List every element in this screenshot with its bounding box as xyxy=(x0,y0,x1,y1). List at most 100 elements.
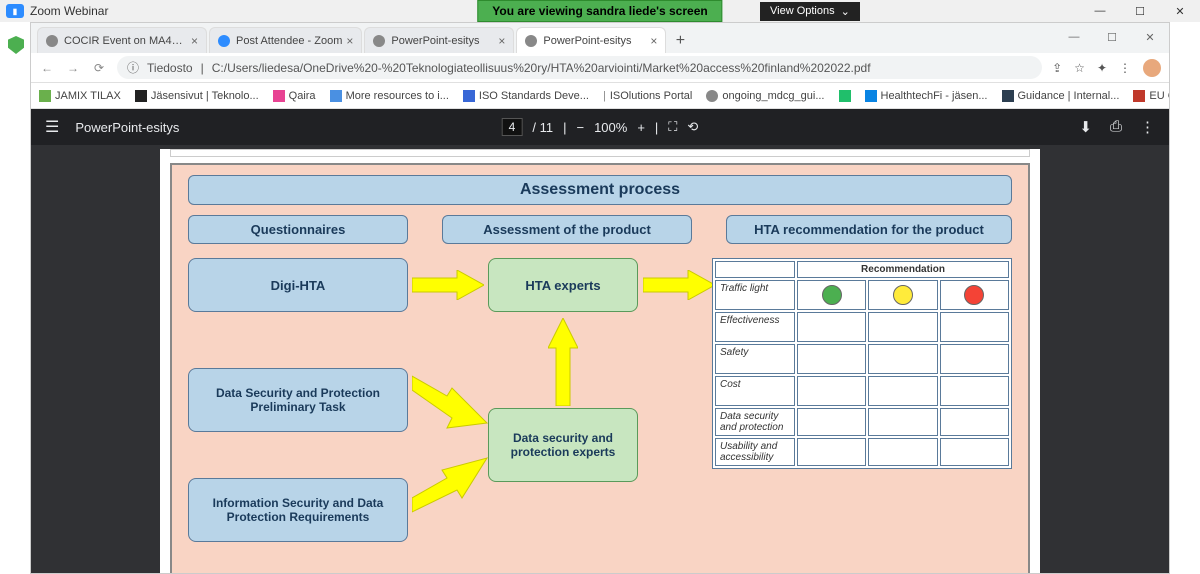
favicon-icon xyxy=(46,35,58,47)
table-row-header: Traffic light xyxy=(715,280,795,310)
table-row-header: Data security and protection xyxy=(715,408,795,436)
menu-icon[interactable]: ⋮ xyxy=(1119,61,1131,75)
address-prefix: Tiedosto xyxy=(147,61,193,75)
tab-row: COCIR Event on MA4DHSs_Scrip × Post Atte… xyxy=(31,23,1169,53)
column-header: Assessment of the product xyxy=(442,215,692,244)
close-button[interactable]: ✕ xyxy=(1160,0,1200,22)
bookmark-item[interactable]: JAMIX TILAX xyxy=(39,90,121,102)
star-icon[interactable]: ☆ xyxy=(1074,61,1085,75)
zoom-title-bar: ▮ Zoom Webinar You are viewing sandra li… xyxy=(0,0,1200,22)
favicon-icon xyxy=(218,35,230,47)
tab-title: COCIR Event on MA4DHSs_Scrip xyxy=(64,35,187,47)
zoom-in-button[interactable]: + xyxy=(637,120,645,135)
traffic-light-cell xyxy=(940,280,1009,310)
box-digi-hta: Digi-HTA xyxy=(188,258,408,312)
column-header: HTA recommendation for the product xyxy=(726,215,1012,244)
browser-tab[interactable]: COCIR Event on MA4DHSs_Scrip × xyxy=(37,27,207,53)
table-row-header: Effectiveness xyxy=(715,312,795,342)
pdf-viewport[interactable]: Assessment process Questionnaires Assess… xyxy=(31,145,1169,573)
tab-close-icon[interactable]: × xyxy=(650,34,657,48)
more-icon[interactable]: ⋮ xyxy=(1140,118,1155,136)
page-input[interactable]: 4 xyxy=(502,118,523,136)
traffic-light-cell xyxy=(868,280,937,310)
table-header: Recommendation xyxy=(797,261,1009,278)
share-icon[interactable]: ⇪ xyxy=(1052,61,1062,75)
bookmark-item[interactable]: ongoing_mdcg_gui... xyxy=(706,90,824,102)
bookmarks-bar: JAMIX TILAX Jäsensivut | Teknolo... Qair… xyxy=(31,83,1169,109)
avatar[interactable] xyxy=(1143,59,1161,77)
bookmark-item[interactable]: |ISOlutions Portal xyxy=(603,90,692,102)
box-info-sec: Information Security and Data Protection… xyxy=(188,478,408,542)
browser-tab-active[interactable]: PowerPoint-esitys × xyxy=(516,27,666,53)
recommendation-table: Recommendation Traffic light Effectivene… xyxy=(712,258,1012,469)
print-icon[interactable]: ⎙ xyxy=(1110,118,1122,136)
page-total: / 11 xyxy=(532,120,553,135)
bookmark-item[interactable]: More resources to i... xyxy=(330,90,449,102)
tab-title: PowerPoint-esitys xyxy=(391,35,494,47)
zoom-title: Zoom Webinar xyxy=(30,4,108,18)
tab-title: PowerPoint-esitys xyxy=(543,35,646,47)
arrow-icon xyxy=(548,318,578,406)
zoom-icon: ▮ xyxy=(6,4,24,18)
favicon-icon xyxy=(525,35,537,47)
arrow-icon xyxy=(412,270,484,300)
download-icon[interactable]: ⬇ xyxy=(1079,118,1092,136)
bookmark-item[interactable]: Jäsensivut | Teknolo... xyxy=(135,90,259,102)
arrow-icon xyxy=(643,270,715,300)
fit-page-icon[interactable]: ⛶ xyxy=(668,119,677,135)
diagram-title: Assessment process xyxy=(188,175,1012,205)
box-hta-experts: HTA experts xyxy=(488,258,638,312)
table-row-header: Cost xyxy=(715,376,795,406)
pdf-toolbar: ☰ PowerPoint-esitys 4 / 11 | − 100% + | … xyxy=(31,109,1169,145)
tab-close-icon[interactable]: × xyxy=(191,34,198,48)
tab-close-icon[interactable]: × xyxy=(346,34,353,48)
table-row-header: Safety xyxy=(715,344,795,374)
chevron-down-icon: ⌄ xyxy=(841,5,850,18)
browser-close-button[interactable]: ✕ xyxy=(1131,23,1169,51)
table-corner xyxy=(715,261,795,278)
minimize-button[interactable]: — xyxy=(1080,0,1120,22)
bookmark-item[interactable]: ISO Standards Deve... xyxy=(463,90,589,102)
box-data-experts: Data security and protection experts xyxy=(488,408,638,482)
bookmark-item[interactable]: Guidance | Internal... xyxy=(1002,90,1120,102)
view-options-button[interactable]: View Options ⌄ xyxy=(760,2,860,21)
extensions-icon[interactable]: ✦ xyxy=(1097,61,1107,75)
bookmark-item[interactable]: Qaira xyxy=(273,90,316,102)
bookmark-item[interactable]: HealthtechFi - jäsen... xyxy=(865,90,988,102)
hamburger-icon[interactable]: ☰ xyxy=(45,117,59,137)
box-data-prelim: Data Security and Protection Preliminary… xyxy=(188,368,408,432)
new-tab-button[interactable]: + xyxy=(668,29,692,53)
forward-button[interactable]: → xyxy=(65,61,81,75)
arrow-icon xyxy=(412,368,492,438)
shield-icon xyxy=(8,36,24,54)
zoom-level: 100% xyxy=(594,120,627,135)
back-button[interactable]: ← xyxy=(39,61,55,75)
address-bar-row: ← → ⟳ ⓘ Tiedosto | C:/Users/liedesa/OneD… xyxy=(31,53,1169,83)
slide-diagram: Assessment process Questionnaires Assess… xyxy=(170,163,1030,573)
window-controls: — ☐ ✕ xyxy=(1080,0,1200,22)
file-icon: ⓘ xyxy=(127,59,139,76)
pdf-title: PowerPoint-esitys xyxy=(75,120,179,135)
browser-tab[interactable]: PowerPoint-esitys × xyxy=(364,27,514,53)
rotate-icon[interactable]: ⟲ xyxy=(687,119,698,135)
bookmark-item[interactable] xyxy=(839,90,851,102)
traffic-light-cell xyxy=(797,280,866,310)
tab-close-icon[interactable]: × xyxy=(498,34,505,48)
address-path: C:/Users/liedesa/OneDrive%20-%20Teknolog… xyxy=(212,61,871,75)
address-bar[interactable]: ⓘ Tiedosto | C:/Users/liedesa/OneDrive%2… xyxy=(117,56,1042,79)
pdf-page: Assessment process Questionnaires Assess… xyxy=(160,149,1040,573)
share-banner: You are viewing sandra liede's screen xyxy=(477,0,722,22)
maximize-button[interactable]: ☐ xyxy=(1120,0,1160,22)
bookmark-item[interactable]: EU Council Preside... xyxy=(1133,90,1169,102)
browser-window: COCIR Event on MA4DHSs_Scrip × Post Atte… xyxy=(30,22,1170,574)
tab-title: Post Attendee - Zoom xyxy=(236,35,342,47)
table-row-header: Usability and accessibility xyxy=(715,438,795,466)
reload-button[interactable]: ⟳ xyxy=(91,61,107,75)
favicon-icon xyxy=(373,35,385,47)
column-header: Questionnaires xyxy=(188,215,408,244)
browser-maximize-button[interactable]: ☐ xyxy=(1093,23,1131,51)
browser-minimize-button[interactable]: — xyxy=(1055,23,1093,51)
browser-tab[interactable]: Post Attendee - Zoom × xyxy=(209,27,362,53)
arrow-icon xyxy=(412,448,492,518)
zoom-out-button[interactable]: − xyxy=(576,120,584,135)
